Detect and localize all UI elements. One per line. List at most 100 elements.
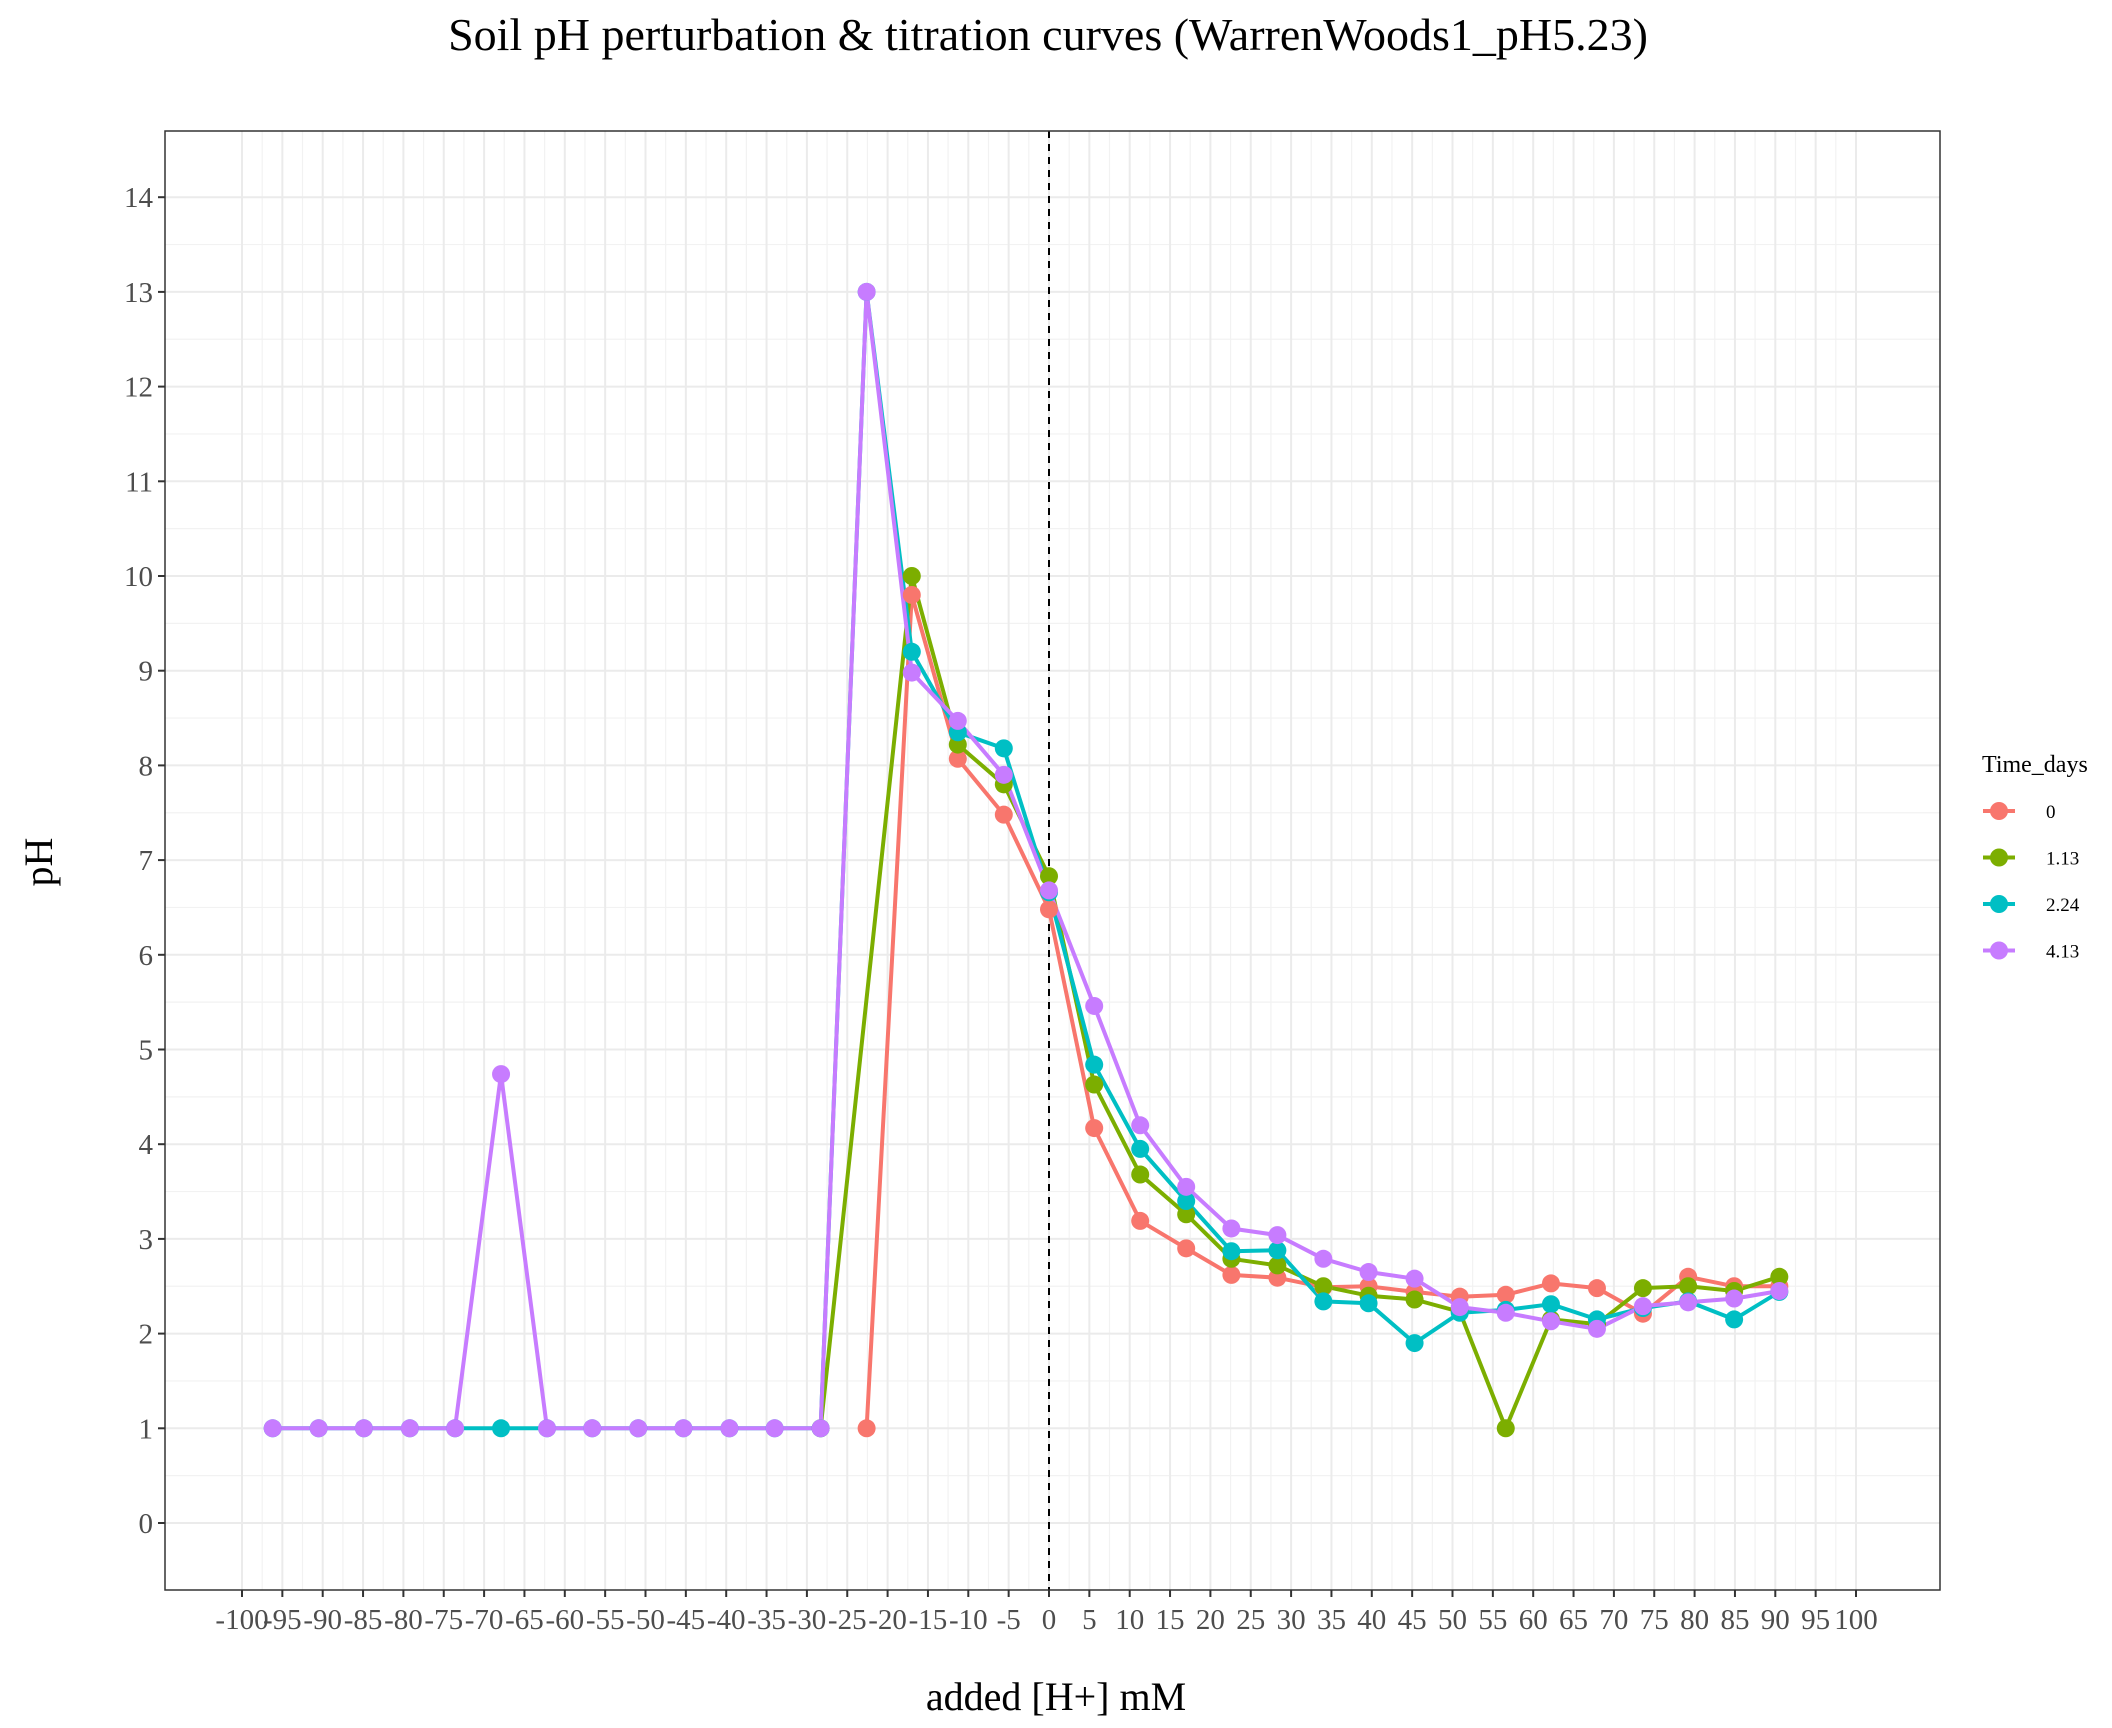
data-point-2-24 [1222,1242,1241,1261]
data-point-4-13 [446,1419,465,1438]
data-point-2-24 [1359,1294,1378,1313]
data-point-4-13 [354,1419,373,1438]
data-point-2-24 [1541,1295,1560,1314]
x-tick-label: 10 [1115,1604,1144,1636]
data-point-4-13 [720,1419,739,1438]
data-point-0 [1040,900,1058,919]
x-tick-label: 60 [1519,1604,1548,1636]
y-tick-label: 1 [139,1413,154,1445]
x-tick-label: -95 [263,1604,302,1636]
y-axis-title: pH [16,838,61,887]
data-point-0 [1085,1119,1104,1138]
data-point-1-13 [1085,1075,1104,1094]
data-point-0 [902,585,921,604]
x-tick-label: 75 [1640,1604,1669,1636]
y-tick-label: 8 [139,750,154,782]
data-point-4-13 [1496,1303,1515,1322]
data-point-4-13 [1314,1249,1333,1268]
x-tick-label: 80 [1680,1604,1709,1636]
data-point-2-24 [1177,1192,1196,1211]
y-tick-label: 12 [124,372,153,404]
legend-label: 0 [2046,802,2056,823]
data-point-4-13 [811,1419,830,1438]
data-point-1-13 [948,735,967,754]
x-tick-label: 55 [1478,1604,1507,1636]
data-point-4-13 [1679,1293,1698,1312]
x-tick-label: 0 [1042,1604,1057,1636]
data-point-4-13 [1405,1269,1424,1288]
series-layer [263,282,1789,1438]
x-tick-label: 20 [1196,1604,1225,1636]
data-point-4-13 [1587,1319,1606,1338]
data-point-4-13 [1725,1289,1744,1308]
y-tick-label: 14 [124,182,154,214]
data-point-2-24 [994,739,1013,758]
x-tick-label: 5 [1082,1604,1097,1636]
data-point-0 [1268,1268,1287,1287]
x-tick-label: -30 [788,1604,827,1636]
legend-label: 4.13 [2046,942,2079,963]
legend-title: Time_days [1982,752,2088,778]
data-point-4-13 [1040,881,1058,900]
x-tick-label: 25 [1236,1604,1265,1636]
data-point-1-13 [1177,1205,1196,1224]
x-tick-label: -10 [949,1604,988,1636]
x-tick-label: -25 [828,1604,867,1636]
data-point-1-13 [1496,1419,1515,1438]
data-point-4-13 [1177,1177,1196,1196]
x-tick-label: -90 [303,1604,342,1636]
y-tick-label: 7 [139,845,154,877]
y-tick-label: 9 [139,656,154,688]
y-tick-label: 2 [139,1319,154,1351]
x-tick-label: -60 [545,1604,584,1636]
x-tick-label: -15 [909,1604,948,1636]
data-point-0 [1177,1239,1196,1258]
data-point-0 [857,1419,876,1438]
x-tick-label: -65 [505,1604,544,1636]
data-point-1-13 [1314,1277,1333,1296]
data-point-1-13 [902,567,921,585]
data-point-1-13 [1040,867,1058,886]
data-point-0 [1496,1285,1515,1304]
data-point-4-13 [1268,1226,1287,1245]
x-tick-label: -80 [384,1604,423,1636]
data-point-4-13 [1359,1263,1378,1282]
data-point-0 [1222,1265,1241,1284]
x-tick-label: -35 [747,1604,786,1636]
x-tick-label: 65 [1559,1604,1588,1636]
data-point-1-13 [1679,1277,1698,1296]
data-point-4-13 [309,1419,328,1438]
data-point-4-13 [765,1419,784,1438]
x-tick-label: 45 [1398,1604,1427,1636]
legend-label: 1.13 [2046,849,2079,870]
y-tick-label: 13 [124,277,153,309]
data-point-4-13 [1633,1297,1652,1316]
legend-key-point [1990,848,2008,867]
data-point-0 [994,805,1013,824]
grid [165,131,1940,1590]
data-point-4-13 [1450,1298,1469,1317]
y-tick-label: 10 [124,561,153,593]
x-tick-label: -5 [997,1604,1021,1636]
data-point-4-13 [538,1419,557,1438]
x-tick-label: 90 [1761,1604,1790,1636]
x-tick-label: 70 [1599,1604,1628,1636]
data-point-2-24 [1268,1241,1287,1260]
y-tick-label: 4 [139,1129,154,1161]
data-point-4-13 [948,711,967,730]
y-tick-label: 0 [139,1508,154,1540]
x-tick-label: -20 [868,1604,907,1636]
x-tick-label: -70 [465,1604,504,1636]
x-tick-label: 95 [1801,1604,1830,1636]
x-tick-label: -75 [424,1604,463,1636]
series-line-4-13 [270,289,1782,1431]
y-tick-label: 6 [139,940,154,972]
data-point-2-24 [1314,1292,1333,1311]
data-point-4-13 [400,1419,419,1438]
x-tick-label: -40 [707,1604,746,1636]
x-axis-title: added [H+] mM [926,1674,1186,1719]
data-point-2-24 [1725,1310,1744,1329]
data-point-2-24 [1405,1334,1424,1353]
data-point-4-13 [1085,996,1104,1015]
data-point-2-24 [902,642,921,661]
